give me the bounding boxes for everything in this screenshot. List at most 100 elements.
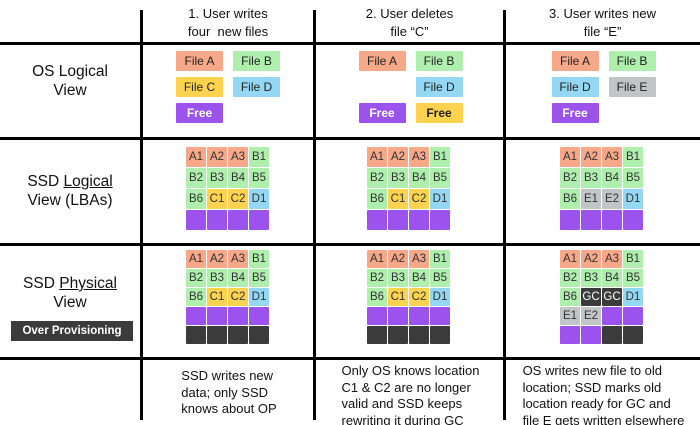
ssd-physical-grid-3: A1 A2 A3 B1 B2 B3 B4 B5 B6 GC GC D1 E1 E2	[560, 250, 643, 344]
cell-b4: B4	[228, 168, 248, 188]
os-file-row: File D File E	[551, 77, 656, 97]
os-box-file-b: File B	[415, 51, 463, 71]
table-border-horizontal	[0, 137, 700, 140]
cell-op	[602, 326, 622, 344]
cell-a1: A1	[560, 250, 580, 268]
row-label-logical-line2: View (LBAs)	[27, 192, 113, 210]
os-file-row: Free Free	[358, 103, 463, 123]
cell-e2: E2	[581, 307, 601, 325]
cell-a3: A3	[228, 147, 248, 167]
os-box-free: Free	[551, 103, 599, 123]
os-box-file-a: File A	[551, 51, 599, 71]
cell-b5: B5	[623, 269, 643, 287]
cell-b1: B1	[249, 147, 269, 167]
os-box-file-b: File B	[233, 51, 280, 71]
cell-free	[623, 307, 643, 325]
cell-b5: B5	[430, 168, 450, 188]
cell-b1: B1	[623, 250, 643, 268]
table-border-vertical	[503, 10, 506, 420]
row-label-os-line1: OS Logical	[32, 63, 108, 80]
cell-c2: C2	[409, 189, 429, 209]
cell-b5: B5	[623, 168, 643, 188]
cell-free	[367, 210, 387, 230]
cell-b6: B6	[560, 189, 580, 209]
cell-b6: B6	[367, 288, 387, 306]
os-file-row: File C File D	[176, 77, 280, 97]
caption-column-2: Only OS knows location C1 & C2 are no lo…	[317, 363, 504, 425]
os-box-file-b: File B	[608, 51, 656, 71]
cell-b4: B4	[602, 269, 622, 287]
column-header-1: 1. User writes four new files	[144, 5, 312, 40]
cell-free	[409, 307, 429, 325]
cell-e2: E2	[602, 189, 622, 209]
cell-b5: B5	[249, 168, 269, 188]
cell-e1: E1	[560, 307, 580, 325]
cell-b2: B2	[560, 269, 580, 287]
os-file-row: File D	[359, 77, 463, 97]
os-file-row: Free	[551, 103, 656, 123]
cell-b2: B2	[186, 168, 206, 188]
cell-a1: A1	[186, 147, 206, 167]
ssd-logical-grid-2: A1 A2 A3 B1 B2 B3 B4 B5 B6 C1 C2 D1	[367, 147, 450, 230]
cell-free	[388, 210, 408, 230]
column-header-2-line1: 2. User deletes	[365, 6, 454, 21]
row-label-logical-prefix: SSD	[27, 173, 64, 190]
cell-c1: C1	[388, 189, 408, 209]
cell-free	[560, 210, 580, 230]
cell-op	[367, 326, 387, 344]
cell-d1: D1	[249, 288, 269, 306]
cell-a3: A3	[409, 147, 429, 167]
cell-a3: A3	[602, 250, 622, 268]
cell-a2: A2	[581, 250, 601, 268]
cell-op	[186, 326, 206, 344]
table-border-vertical	[313, 10, 316, 420]
cell-op	[228, 326, 248, 344]
cell-a1: A1	[560, 147, 580, 167]
cell-a3: A3	[409, 250, 429, 268]
cell-free	[560, 326, 580, 344]
os-box-file-d: File D	[415, 77, 463, 97]
cell-c1: C1	[388, 288, 408, 306]
cell-b1: B1	[249, 250, 269, 268]
cell-op	[430, 326, 450, 344]
os-box-free: Free	[176, 103, 223, 123]
table-border-horizontal	[0, 357, 700, 360]
cell-a1: A1	[186, 250, 206, 268]
column-header-2: 2. User deletes file “C”	[317, 5, 502, 40]
cell-free	[581, 210, 601, 230]
cell-free	[602, 307, 622, 325]
cell-free	[581, 326, 601, 344]
cell-free	[623, 210, 643, 230]
cell-b1: B1	[430, 147, 450, 167]
cell-b4: B4	[409, 269, 429, 287]
cell-d1: D1	[430, 288, 450, 306]
cell-c2: C2	[409, 288, 429, 306]
table-border-horizontal	[0, 243, 700, 246]
os-box-file-d: File D	[233, 77, 280, 97]
cell-c2: C2	[228, 189, 248, 209]
cell-free	[207, 307, 227, 325]
cell-d1: D1	[623, 288, 643, 306]
cell-b6: B6	[560, 288, 580, 306]
table-border-horizontal	[0, 42, 700, 45]
cell-d1: D1	[623, 189, 643, 209]
cell-b5: B5	[249, 269, 269, 287]
cell-a2: A2	[388, 147, 408, 167]
os-box-file-d: File D	[551, 77, 599, 97]
column-header-3-line2: file “E”	[583, 23, 622, 39]
cell-a2: A2	[581, 147, 601, 167]
ssd-logical-grid-1: A1 A2 A3 B1 B2 B3 B4 B5 B6 C1 C2 D1	[186, 147, 269, 230]
cell-b6: B6	[186, 189, 206, 209]
row-label-physical-prefix: SSD	[23, 275, 60, 292]
cell-free	[367, 307, 387, 325]
row-label-logical-line1: SSD Logical	[0, 172, 140, 191]
cell-b2: B2	[367, 168, 387, 188]
cell-a3: A3	[228, 250, 248, 268]
cell-b3: B3	[207, 269, 227, 287]
cell-op	[623, 326, 643, 344]
ssd-physical-grid-1: A1 A2 A3 B1 B2 B3 B4 B5 B6 C1 C2 D1	[186, 250, 269, 344]
os-view-column-1: File A File B File C File D Free	[142, 51, 314, 123]
cell-b3: B3	[388, 168, 408, 188]
ssd-logical-grid-3: A1 A2 A3 B1 B2 B3 B4 B5 B6 E1 E2 D1	[560, 147, 643, 230]
